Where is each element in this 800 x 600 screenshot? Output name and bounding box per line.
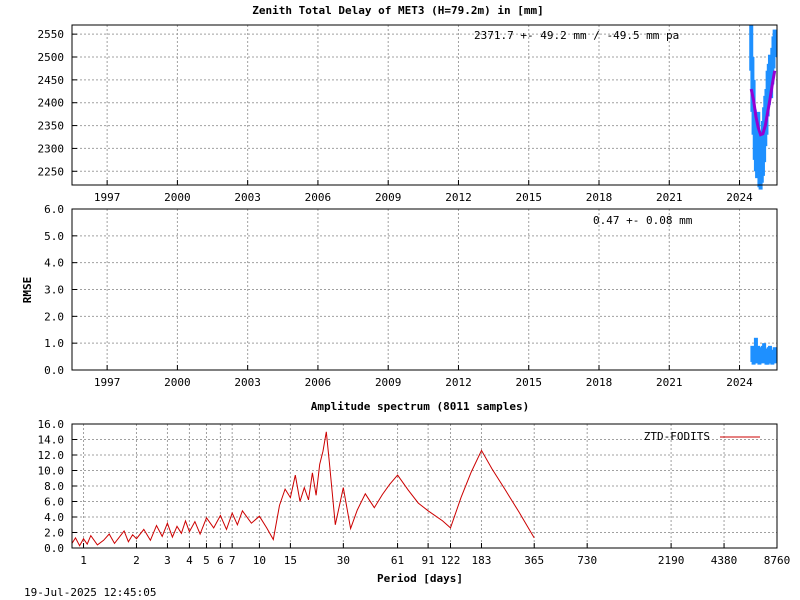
x-tick-label: 2 — [133, 554, 140, 567]
rmse-point-band — [753, 337, 758, 354]
x-tick-label: 10 — [253, 554, 266, 567]
x-tick-label: 30 — [337, 554, 350, 567]
y-tick-label: 2300 — [38, 142, 65, 155]
rmse-annotation: 0.47 +- 0.08 mm — [593, 214, 693, 227]
y-tick-label: 2500 — [38, 51, 65, 64]
y-tick-label: 5.0 — [44, 230, 64, 243]
x-tick-label: 2000 — [164, 191, 191, 204]
x-tick-label: 4380 — [711, 554, 738, 567]
y-tick-label: 4.0 — [44, 257, 64, 270]
y-tick-label: 2550 — [38, 28, 65, 41]
y-tick-label: 6.0 — [44, 496, 64, 509]
y-tick-label: 2350 — [38, 120, 65, 133]
x-tick-label: 2000 — [164, 376, 191, 389]
x-tick-label: 2021 — [656, 376, 683, 389]
x-tick-label: 183 — [472, 554, 492, 567]
x-tick-label: 2012 — [445, 376, 472, 389]
rmse-point-band — [752, 347, 757, 364]
rmse-tick-labels: 0.0 1.0 2.0 3.0 4.0 5.0 6.0 1997 2000 2003 2006 200… — [44, 203, 753, 389]
ztd-plot-frame — [71, 24, 778, 186]
y-tick-label: 1.0 — [44, 337, 64, 350]
chart-title-ztd: Zenith Total Delay of MET3 (H=79.2m) in … — [252, 4, 543, 17]
x-tick-label: 6 — [217, 554, 224, 567]
rmse-y-axis-label: RMSE — [21, 277, 34, 304]
y-tick-label: 10.0 — [38, 465, 65, 478]
x-tick-label: 2015 — [515, 191, 542, 204]
x-tick-label: 61 — [391, 554, 404, 567]
y-tick-label: 14.0 — [38, 434, 65, 447]
rmse-marks — [750, 337, 777, 365]
rmse-point-band — [772, 347, 777, 364]
y-tick-label: 16.0 — [38, 418, 65, 431]
x-tick-label: 91 — [421, 554, 434, 567]
x-tick-label: 8760 — [764, 554, 791, 567]
y-tick-label: 2.0 — [44, 310, 64, 323]
x-tick-label: 730 — [577, 554, 597, 567]
y-tick-label: 12.0 — [38, 449, 65, 462]
x-tick-label: 2018 — [586, 191, 613, 204]
y-tick-label: 0.0 — [44, 542, 64, 555]
spectrum-marks — [71, 431, 535, 547]
x-tick-label: 2006 — [305, 191, 332, 204]
spectrum-legend-label: ZTD-FODITS — [644, 430, 710, 443]
rmse-grid — [72, 208, 777, 371]
x-tick-label: 2006 — [305, 376, 332, 389]
x-tick-label: 365 — [524, 554, 544, 567]
x-tick-label: 1 — [80, 554, 87, 567]
x-tick-label: 2021 — [656, 191, 683, 204]
y-tick-label: 4.0 — [44, 511, 64, 524]
y-tick-label: 8.0 — [44, 480, 64, 493]
ztd-tick-labels: 2250 2300 2350 2400 2450 2500 2550 1997 2000 2003… — [38, 28, 754, 204]
ztd-fit-line — [749, 70, 777, 137]
x-tick-label: 2024 — [726, 376, 753, 389]
x-tick-label: 2003 — [234, 376, 261, 389]
x-tick-label: 2018 — [586, 376, 613, 389]
x-tick-label: 2190 — [658, 554, 685, 567]
spectrum-x-axis-label: Period [days] — [377, 572, 463, 585]
x-tick-label: 1997 — [94, 191, 121, 204]
chart-title-spectrum: Amplitude spectrum (8011 samples) — [311, 400, 530, 413]
ztd-annotation: 2371.7 +- 49.2 mm / -49.5 mm pa — [474, 29, 679, 42]
ztd-point-band — [749, 25, 754, 71]
x-tick-label: 2009 — [375, 191, 402, 204]
x-tick-label: 15 — [284, 554, 297, 567]
y-tick-label: 2.0 — [44, 527, 64, 540]
x-tick-label: 1997 — [94, 376, 121, 389]
y-tick-label: 6.0 — [44, 203, 64, 216]
x-tick-label: 2012 — [445, 191, 472, 204]
x-tick-label: 2024 — [726, 191, 753, 204]
x-tick-label: 3 — [164, 554, 171, 567]
x-tick-label: 2015 — [515, 376, 542, 389]
x-tick-label: 5 — [203, 554, 210, 567]
spectrum-line — [71, 431, 535, 547]
x-tick-label: 7 — [229, 554, 236, 567]
rmse-plot-frame — [71, 208, 778, 371]
ztd-marks — [749, 25, 777, 190]
x-tick-label: 4 — [186, 554, 193, 567]
x-tick-label: 2009 — [375, 376, 402, 389]
y-tick-label: 2450 — [38, 74, 65, 87]
ztd-grid — [72, 25, 777, 185]
x-tick-label: 2003 — [234, 191, 261, 204]
y-tick-label: 0.0 — [44, 364, 64, 377]
ztd-point-band — [772, 29, 777, 57]
y-tick-label: 3.0 — [44, 284, 64, 297]
spectrum-plot-frame — [71, 423, 778, 549]
y-tick-label: 2250 — [38, 165, 65, 178]
timestamp: 19-Jul-2025 12:45:05 — [24, 586, 156, 599]
y-tick-label: 2400 — [38, 97, 65, 110]
spectrum-tick-labels: 0.0 2.0 4.0 6.0 8.0 10.0 12.0 14.0 16.0 1 2 3 4 5 6 7 10… — [38, 418, 791, 567]
x-tick-label: 122 — [441, 554, 461, 567]
